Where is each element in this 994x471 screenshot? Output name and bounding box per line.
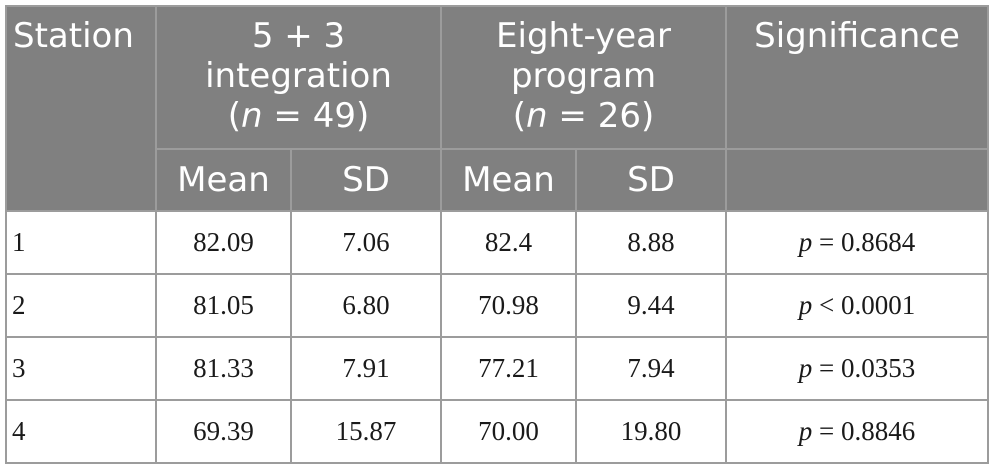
table-body: 1 82.09 7.06 82.4 8.88 p = 0.8684 2 81.0… [5, 210, 990, 464]
group2-mean-cell: 70.00 [440, 399, 577, 464]
group1-header: 5 + 3 integration (n = 49) [155, 5, 442, 150]
significance-cell: p = 0.8846 [725, 399, 990, 464]
group1-sd-cell: 15.87 [290, 399, 442, 464]
group2-sd-cell: 19.80 [574, 399, 728, 464]
station-cell: 4 [5, 399, 157, 464]
significance-cell: p < 0.0001 [725, 273, 990, 338]
table-row: 3 81.33 7.91 77.21 7.94 p = 0.0353 [5, 336, 990, 401]
group2-mean-cell: 77.21 [440, 336, 577, 401]
results-table: Station 5 + 3 integration (n = 49) Eight… [5, 5, 990, 464]
station-cell: 2 [5, 273, 157, 338]
p-value: = 0.8846 [812, 416, 916, 446]
header-row-top: Station 5 + 3 integration (n = 49) Eight… [5, 5, 990, 212]
p-symbol: p [798, 416, 813, 446]
table-row: 2 81.05 6.80 70.98 9.44 p < 0.0001 [5, 273, 990, 338]
station-header: Station [5, 5, 157, 212]
group1-mean-cell: 81.05 [155, 273, 292, 338]
group2-sample-size: (n = 26) [512, 96, 655, 136]
group1-mean-cell: 81.33 [155, 336, 292, 401]
group1-mean-header: Mean [155, 148, 292, 212]
n-symbol: n [241, 96, 263, 136]
n-symbol: n [526, 96, 548, 136]
p-value: = 0.8684 [812, 227, 916, 257]
significance-sub-header [725, 148, 990, 212]
group1-sd-cell: 7.91 [290, 336, 442, 401]
group1-header-line2: integration [205, 56, 392, 96]
group1-sd-cell: 7.06 [290, 210, 442, 275]
p-symbol: p [798, 290, 813, 320]
group2-sd-header: SD [574, 148, 728, 212]
group2-sd-cell: 8.88 [574, 210, 728, 275]
table-row: 1 82.09 7.06 82.4 8.88 p = 0.8684 [5, 210, 990, 275]
station-cell: 3 [5, 336, 157, 401]
group2-sd-cell: 9.44 [574, 273, 728, 338]
group1-sample-size: (n = 49) [227, 96, 370, 136]
p-value: = 0.0353 [812, 353, 916, 383]
group1-header-line1: 5 + 3 [251, 16, 346, 56]
group2-mean-header: Mean [440, 148, 577, 212]
group1-sd-header: SD [290, 148, 442, 212]
table-row: 4 69.39 15.87 70.00 19.80 p = 0.8846 [5, 399, 990, 464]
significance-header: Significance [725, 5, 990, 150]
p-symbol: p [798, 227, 813, 257]
group1-sd-cell: 6.80 [290, 273, 442, 338]
significance-cell: p = 0.8684 [725, 210, 990, 275]
group2-sd-cell: 7.94 [574, 336, 728, 401]
group2-mean-cell: 70.98 [440, 273, 577, 338]
group1-mean-cell: 82.09 [155, 210, 292, 275]
p-value: < 0.0001 [812, 290, 916, 320]
group2-header-line2: program [510, 56, 657, 96]
group2-header-line1: Eight-year [496, 16, 671, 56]
header-row-sub: Mean SD Mean SD [6, 148, 990, 212]
significance-cell: p = 0.0353 [725, 336, 990, 401]
station-cell: 1 [5, 210, 157, 275]
p-symbol: p [798, 353, 813, 383]
group1-mean-cell: 69.39 [155, 399, 292, 464]
group2-mean-cell: 82.4 [440, 210, 577, 275]
table-header: Station 5 + 3 integration (n = 49) Eight… [5, 5, 990, 212]
group2-header: Eight-year program (n = 26) [439, 5, 728, 150]
